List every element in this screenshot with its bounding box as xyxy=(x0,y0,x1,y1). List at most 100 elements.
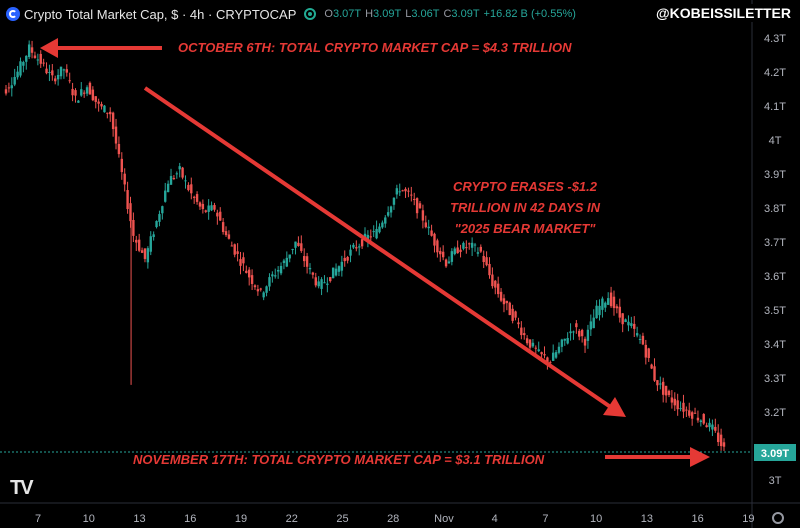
candle-body xyxy=(106,112,109,114)
candle-body xyxy=(407,190,410,192)
candle-body xyxy=(578,330,581,337)
candle-body xyxy=(363,233,367,238)
candle-body xyxy=(74,90,77,96)
author-handle: @KOBEISSILETTER xyxy=(653,4,794,22)
candle-body xyxy=(207,205,210,212)
ohlc-open: O3.07T xyxy=(324,8,362,20)
candle-body xyxy=(85,87,89,94)
candle-body xyxy=(54,78,57,82)
candle-body xyxy=(444,259,448,267)
candle-body xyxy=(499,291,503,301)
candle-body xyxy=(635,333,639,336)
candle-body xyxy=(488,263,491,276)
candle-body xyxy=(546,357,549,363)
candle-body xyxy=(22,62,25,66)
candle-body xyxy=(615,306,619,309)
candle-body xyxy=(378,226,381,233)
candle-body xyxy=(690,412,694,419)
y-tick-label: 4.3T xyxy=(764,33,786,45)
x-tick-label: 7 xyxy=(35,513,41,525)
x-tick-label: 19 xyxy=(235,513,247,525)
candle-body xyxy=(441,251,445,258)
candle-body xyxy=(195,194,199,202)
candle-body xyxy=(447,261,451,264)
candles xyxy=(4,40,726,452)
candle-body xyxy=(708,422,711,428)
candle-body xyxy=(592,317,595,329)
candle-body xyxy=(132,219,135,236)
candle-body xyxy=(210,205,213,211)
candle-body xyxy=(326,283,329,285)
candle-body xyxy=(491,274,494,287)
candle-body xyxy=(375,228,378,239)
candle-body xyxy=(653,366,656,381)
candle-body xyxy=(531,342,535,347)
candle-body xyxy=(508,302,511,316)
x-tick-label: 7 xyxy=(542,513,548,525)
candle-body xyxy=(274,275,277,277)
candle-body xyxy=(169,176,173,185)
candle-body xyxy=(656,380,659,386)
candle-body xyxy=(696,417,700,421)
candle-body xyxy=(308,267,312,270)
candle-body xyxy=(137,239,141,251)
last-price-tag xyxy=(754,444,796,461)
candle-body xyxy=(621,313,624,325)
candle-body xyxy=(598,305,601,316)
candle-body xyxy=(511,308,514,321)
candle-body xyxy=(450,251,454,262)
x-tick-label: 13 xyxy=(133,513,145,525)
candle-body xyxy=(331,267,335,279)
tradingview-logo[interactable]: TV xyxy=(10,477,34,499)
candle-body xyxy=(688,410,691,416)
chart-title[interactable]: Crypto Total Market Cap, $ · 4h · CRYPTO… xyxy=(24,6,297,22)
candle-body xyxy=(612,296,616,309)
candle-body xyxy=(421,210,425,221)
candle-body xyxy=(51,70,54,76)
candle-body xyxy=(97,101,100,104)
annotation-top: OCTOBER 6TH: TOTAL CRYPTO MARKET CAP = $… xyxy=(178,40,572,55)
candle-body xyxy=(317,281,320,287)
bottom-arrow-head xyxy=(690,447,710,467)
candle-body xyxy=(624,319,627,323)
candle-body xyxy=(77,100,80,103)
candle-body xyxy=(271,274,274,277)
candle-body xyxy=(355,247,358,249)
candle-body xyxy=(601,298,604,310)
candle-body xyxy=(68,80,71,82)
candle-body xyxy=(722,442,726,447)
candle-body xyxy=(245,270,248,273)
candle-body xyxy=(517,322,520,325)
candle-body xyxy=(644,344,648,358)
candle-body xyxy=(343,257,346,262)
candle-body xyxy=(219,211,222,221)
candle-body xyxy=(10,85,13,89)
ohlc-close: C3.09T xyxy=(443,8,480,20)
y-tick-label: 3.2T xyxy=(764,407,786,419)
candle-body xyxy=(453,248,456,255)
candle-body xyxy=(297,242,300,247)
candle-body xyxy=(300,243,303,251)
candle-body xyxy=(476,252,480,254)
x-tick-label: 28 xyxy=(387,513,399,525)
candle-body xyxy=(714,426,717,431)
candle-body xyxy=(670,397,674,403)
candle-body xyxy=(19,61,22,76)
candle-body xyxy=(595,305,598,319)
x-tick-label: 16 xyxy=(184,513,196,525)
candle-body xyxy=(114,126,118,144)
candle-body xyxy=(682,402,685,412)
candle-body xyxy=(618,306,621,318)
x-tick-label: 19 xyxy=(742,513,754,525)
candle-body xyxy=(282,260,286,264)
y-axis: 4.3T 4.2T 4.1T 4T 3.9T 3.8T 3.7T 3.6T 3.5T 3.4T 3.… xyxy=(751,0,786,528)
candle-body xyxy=(288,254,291,259)
candle-body xyxy=(100,103,103,107)
candle-body xyxy=(352,244,355,248)
settings-icon[interactable] xyxy=(772,512,784,524)
candle-body xyxy=(184,180,187,182)
candle-body xyxy=(583,338,587,346)
candle-body xyxy=(384,217,387,224)
annotation-middle: CRYPTO ERASES -$1.2 TRILLION IN 42 DAYS … xyxy=(420,176,630,239)
